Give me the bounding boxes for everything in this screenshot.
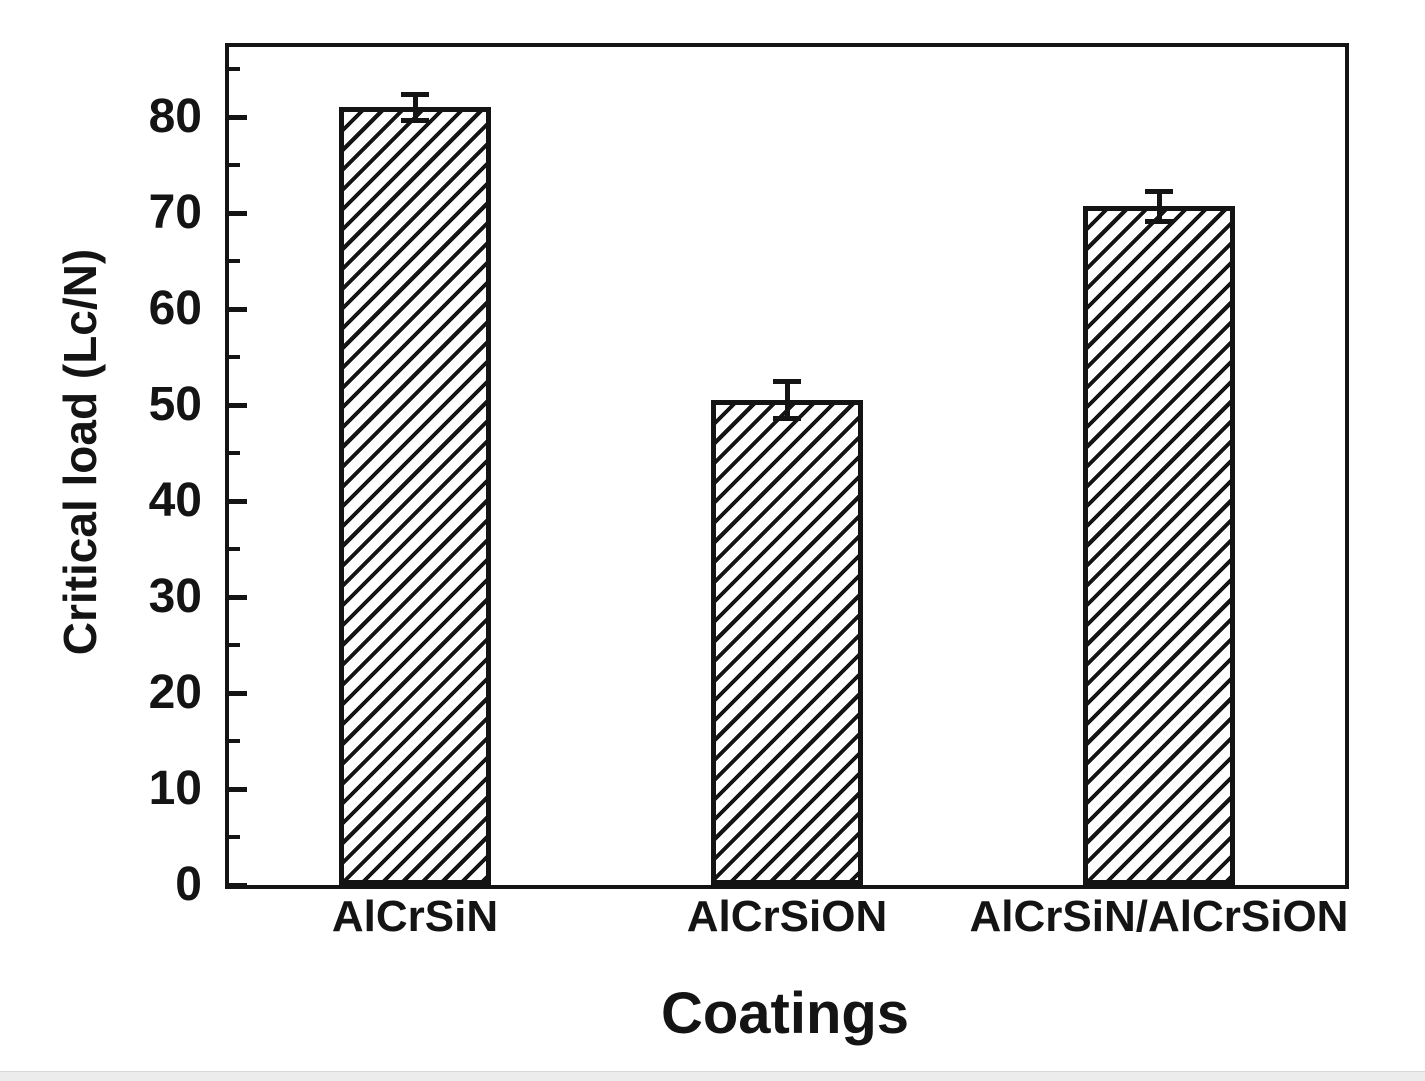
y-tick-major	[229, 786, 247, 792]
page-bottom-strip	[0, 1071, 1425, 1081]
y-tick-major	[229, 594, 247, 600]
x-axis-title: Coatings	[660, 981, 910, 1046]
error-bar-line	[412, 92, 418, 123]
y-tick-minor	[229, 643, 240, 648]
bar	[711, 400, 863, 885]
y-tick-label: 80	[148, 90, 202, 144]
y-tick-major	[229, 882, 247, 888]
y-tick-major	[229, 306, 247, 312]
y-tick-minor	[229, 67, 240, 72]
y-tick-minor	[229, 163, 240, 168]
error-bar-cap-bottom	[401, 117, 429, 123]
y-tick-label: 50	[148, 378, 202, 432]
y-tick-major	[229, 210, 247, 216]
y-tick-label: 60	[148, 282, 202, 336]
error-bar-cap-bottom	[773, 416, 801, 422]
y-tick-label: 40	[148, 474, 202, 528]
y-tick-label: 10	[148, 762, 202, 815]
error-bar-line	[1156, 189, 1162, 224]
y-tick-minor	[229, 259, 240, 264]
error-bar-line	[784, 379, 790, 422]
plot-area	[225, 43, 1349, 889]
x-category-label: AlCrSiN/AlCrSiON	[969, 892, 1349, 941]
error-bar-cap-bottom	[1145, 218, 1173, 224]
bar	[1083, 206, 1235, 885]
y-tick-label: 30	[148, 570, 202, 624]
y-tick-label: 20	[148, 666, 202, 720]
y-tick-major	[229, 402, 247, 408]
y-tick-minor	[229, 739, 240, 743]
y-tick-minor	[229, 547, 240, 552]
y-tick-label: 0	[175, 858, 202, 911]
y-tick-minor	[229, 355, 240, 360]
y-tick-major	[229, 498, 247, 504]
bar	[339, 107, 491, 885]
y-axis-title: Critical load (Lc/N)	[54, 248, 106, 656]
error-bar-cap-top	[401, 92, 429, 98]
y-tick-minor	[229, 835, 240, 839]
x-category-label: AlCrSiON	[686, 892, 888, 941]
error-bar-cap-top	[1145, 189, 1173, 195]
x-category-label: AlCrSiN	[331, 892, 499, 941]
y-tick-major	[229, 114, 247, 120]
y-tick-minor	[229, 451, 240, 456]
y-tick-major	[229, 690, 247, 696]
error-bar-cap-top	[773, 379, 801, 385]
y-tick-label: 70	[148, 186, 202, 240]
